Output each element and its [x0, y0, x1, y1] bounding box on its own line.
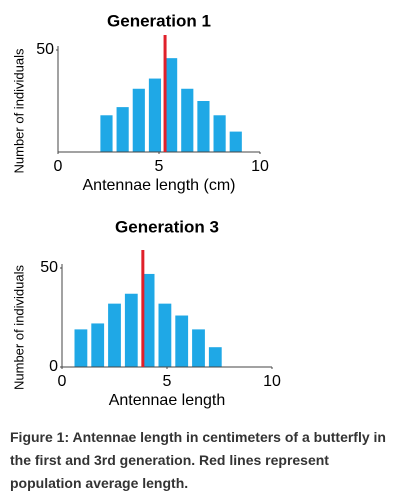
chart-title: Generation 1: [107, 11, 211, 30]
bar: [197, 101, 210, 152]
x-tick-label: 10: [251, 158, 269, 175]
x-tick-label: 10: [263, 373, 281, 390]
bar: [181, 88, 194, 152]
bar: [229, 131, 242, 152]
caption: Figure 1: Antennae length in centimeters…: [10, 429, 386, 491]
x-tick-label: 0: [54, 158, 63, 175]
bar: [141, 273, 155, 367]
charts: Generation 1 Number of individuals Antenna…: [11, 11, 281, 409]
bar: [132, 88, 145, 152]
y-tick-label: 0: [49, 358, 58, 375]
x-tick-label: 0: [58, 373, 67, 390]
y-axis-label: Number of individuals: [11, 265, 26, 391]
x-tick-label: 5: [163, 373, 172, 390]
chart-title: Generation 3: [115, 217, 219, 236]
bar: [175, 315, 189, 367]
bar: [100, 115, 113, 152]
bar: [108, 303, 121, 367]
bar: [213, 115, 226, 152]
x-axis-label: Antennae length: [109, 392, 226, 409]
y-tick-label: 50: [36, 41, 54, 58]
bar: [74, 329, 88, 367]
x-tick-label: 5: [155, 158, 164, 175]
bar: [192, 329, 205, 367]
bar: [148, 78, 162, 152]
y-tick-label: 50: [40, 259, 58, 276]
bar: [116, 107, 129, 152]
bar: [158, 303, 172, 367]
x-axis-label: Antennae length (cm): [83, 177, 236, 194]
bar: [165, 58, 178, 152]
y-axis-label: Number of individuals: [11, 48, 26, 174]
bar: [124, 293, 138, 367]
bar: [208, 347, 222, 367]
bar: [91, 323, 105, 367]
